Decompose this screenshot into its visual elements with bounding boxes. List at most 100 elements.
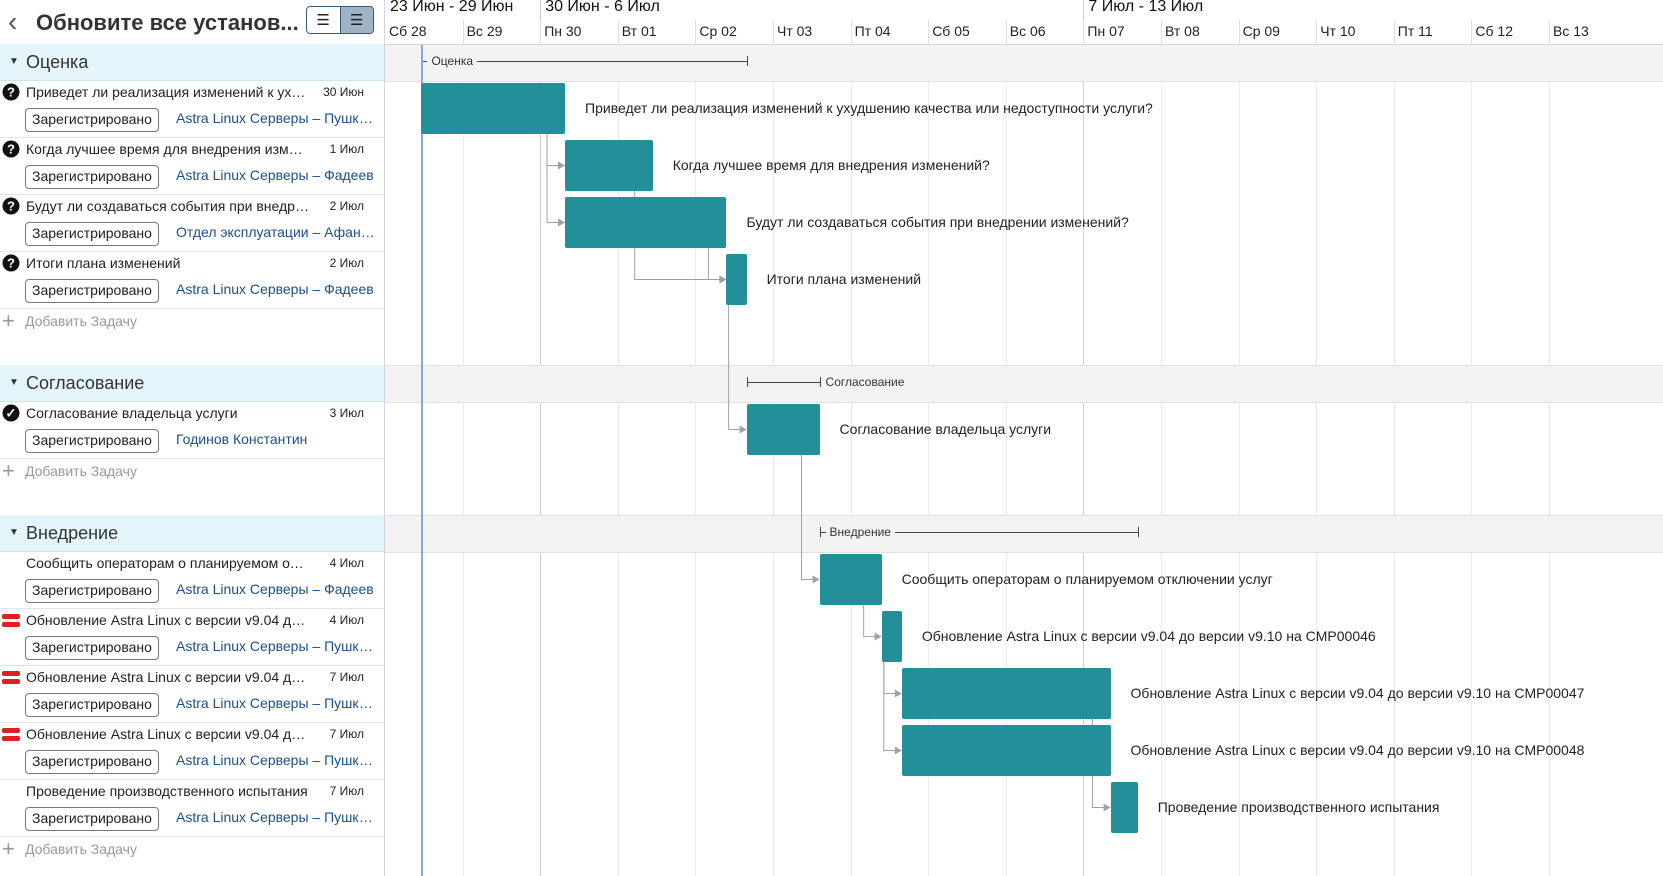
task-row[interactable]: Обновление Astra Linux с версии v9.04 до…: [0, 722, 384, 780]
task-bar-label: Будут ли создаваться события при внедрен…: [746, 214, 1129, 230]
status-badge[interactable]: Зарегистрировано: [25, 279, 159, 303]
timeline-header: 23 Июн - 29 Июн 30 Июн - 6 Июл 7 Июл - 13 …: [385, 0, 1663, 45]
group-summary-label: Согласование: [821, 375, 909, 389]
group-band: [385, 515, 1663, 553]
assignee-link[interactable]: Astra Linux Серверы – Пушкарев: [176, 695, 378, 711]
group-header-1[interactable]: ▼ Согласование: [0, 365, 384, 402]
page-title: Обновите все установ...: [36, 10, 299, 35]
question-icon: ?: [2, 254, 20, 272]
status-badge[interactable]: Зарегистрировано: [25, 429, 159, 453]
task-due-date: 7 Июл: [329, 670, 364, 684]
chevron-left-icon[interactable]: ‹: [8, 6, 18, 37]
task-row[interactable]: ? Когда лучшее время для внедрения измене…: [0, 137, 384, 195]
today-line: [421, 44, 424, 876]
task-name[interactable]: Итоги плана изменений: [26, 255, 181, 271]
collapse-triangle-icon[interactable]: ▼: [9, 527, 19, 538]
add-task-button[interactable]: + Добавить Задачу: [0, 458, 384, 486]
task-bar[interactable]: [565, 197, 727, 248]
dependency-arrow: [719, 275, 727, 284]
day-label: Вс 13: [1553, 23, 1589, 39]
assignee-link[interactable]: Astra Linux Серверы – Пушкарев: [176, 809, 378, 825]
week-label: 30 Июн - 6 Июл: [545, 0, 660, 15]
status-badge[interactable]: Зарегистрировано: [25, 750, 159, 774]
day-divider: [1393, 20, 1395, 44]
day-divider: [850, 20, 852, 44]
task-bar[interactable]: [726, 254, 747, 305]
assignee-link[interactable]: Astra Linux Серверы – Фадеев: [176, 167, 374, 183]
task-bar[interactable]: [565, 140, 653, 191]
status-badge[interactable]: Зарегистрировано: [25, 693, 159, 717]
task-row[interactable]: Обновление Astra Linux с версии v9.04 до…: [0, 608, 384, 666]
task-name[interactable]: Проведение производственного испытания: [26, 783, 308, 799]
collapse-triangle-icon[interactable]: ▼: [9, 56, 19, 67]
status-badge[interactable]: Зарегистрировано: [25, 108, 159, 132]
task-row[interactable]: ? Итоги плана изменений 2 Июл Зарегистриров…: [0, 251, 384, 309]
list-view-icon[interactable]: ☰: [316, 12, 330, 29]
dependency-link: [863, 605, 876, 637]
grid-column-line: [1316, 44, 1318, 876]
status-badge[interactable]: Зарегистрировано: [25, 165, 159, 189]
task-row[interactable]: ? Приведет ли реализация изменений к ухуд…: [0, 80, 384, 138]
day-divider: [1005, 20, 1007, 44]
gantt-view-icon[interactable]: ☰: [339, 7, 373, 33]
high-priority-icon: [2, 728, 20, 746]
assignee-link[interactable]: Отдел эксплуатации – Афанасьев: [176, 224, 378, 240]
assignee-link[interactable]: Astra Linux Серверы – Пушкарев: [176, 638, 378, 654]
task-bar[interactable]: [901, 725, 1111, 776]
assignee-link[interactable]: Astra Linux Серверы – Пушкарев: [176, 110, 378, 126]
status-badge[interactable]: Зарегистрировано: [25, 636, 159, 660]
add-task-button[interactable]: + Добавить Задачу: [0, 836, 384, 864]
task-due-date: 3 Июл: [329, 406, 364, 420]
task-bar[interactable]: [746, 404, 820, 455]
assignee-link[interactable]: Astra Linux Серверы – Пушкарев: [176, 752, 378, 768]
task-row[interactable]: ✓ Согласование владельца услуги 3 Июл Зарег…: [0, 401, 384, 459]
collapse-triangle-icon[interactable]: ▼: [9, 377, 19, 388]
high-priority-icon: [2, 614, 20, 632]
group-header-0[interactable]: ▼ Оценка: [0, 44, 384, 81]
assignee-link[interactable]: Годинов Константин: [176, 431, 308, 447]
task-name[interactable]: Когда лучшее время для внедрения изменен…: [26, 141, 310, 157]
task-bar[interactable]: [819, 554, 882, 605]
dependency-arrow: [812, 575, 820, 584]
day-label: Вт 08: [1165, 23, 1200, 39]
assignee-link[interactable]: Astra Linux Серверы – Фадеев: [176, 581, 374, 597]
task-row[interactable]: Проведение производственного испытания 7 …: [0, 779, 384, 837]
svg-text:?: ?: [7, 142, 15, 157]
status-badge[interactable]: Зарегистрировано: [25, 807, 159, 831]
status-badge[interactable]: Зарегистрировано: [25, 222, 159, 246]
grid-column-line: [1005, 44, 1007, 876]
task-name[interactable]: Обновление Astra Linux с версии v9.04 до…: [26, 612, 310, 628]
task-bar[interactable]: [1110, 782, 1138, 833]
task-name[interactable]: Будут ли создаваться события при внедрен…: [26, 198, 310, 214]
grid-column-line: [850, 44, 852, 876]
group-summary-label: Оценка: [427, 54, 478, 68]
task-name[interactable]: Согласование владельца услуги: [26, 405, 238, 421]
high-priority-icon: [2, 671, 20, 689]
task-name[interactable]: Приведет ли реализация изменений к ухудш…: [26, 84, 310, 100]
grid-column-line: [928, 44, 930, 876]
task-name[interactable]: Обновление Astra Linux с версии v9.04 до…: [26, 669, 310, 685]
status-badge[interactable]: Зарегистрировано: [25, 579, 159, 603]
task-name[interactable]: Сообщить операторам о планируемом отключ…: [26, 555, 310, 571]
day-label: Сб 28: [389, 23, 427, 39]
plus-icon: +: [2, 308, 15, 333]
task-bar[interactable]: [881, 611, 902, 662]
task-row[interactable]: Сообщить операторам о планируемом отключ…: [0, 551, 384, 609]
add-task-button[interactable]: + Добавить Задачу: [0, 308, 384, 336]
task-bar[interactable]: [901, 668, 1111, 719]
task-due-date: 7 Июл: [329, 727, 364, 741]
task-row[interactable]: Обновление Astra Linux с версии v9.04 до…: [0, 665, 384, 723]
svg-text:?: ?: [7, 199, 15, 214]
summary-start-tick: [746, 377, 748, 387]
task-bar[interactable]: [421, 83, 566, 134]
grid-column-line: [1549, 44, 1550, 876]
assignee-link[interactable]: Astra Linux Серверы – Фадеев: [176, 281, 374, 297]
add-task-label: Добавить Задачу: [25, 463, 137, 479]
task-name[interactable]: Обновление Astra Linux с версии v9.04 до…: [26, 726, 310, 742]
task-row[interactable]: ? Будут ли создаваться события при внедре…: [0, 194, 384, 252]
svg-text:?: ?: [7, 85, 15, 100]
group-band: [385, 365, 1663, 403]
svg-text:?: ?: [7, 256, 15, 271]
day-label: Пт 11: [1397, 23, 1433, 39]
group-header-2[interactable]: ▼ Внедрение: [0, 515, 384, 552]
